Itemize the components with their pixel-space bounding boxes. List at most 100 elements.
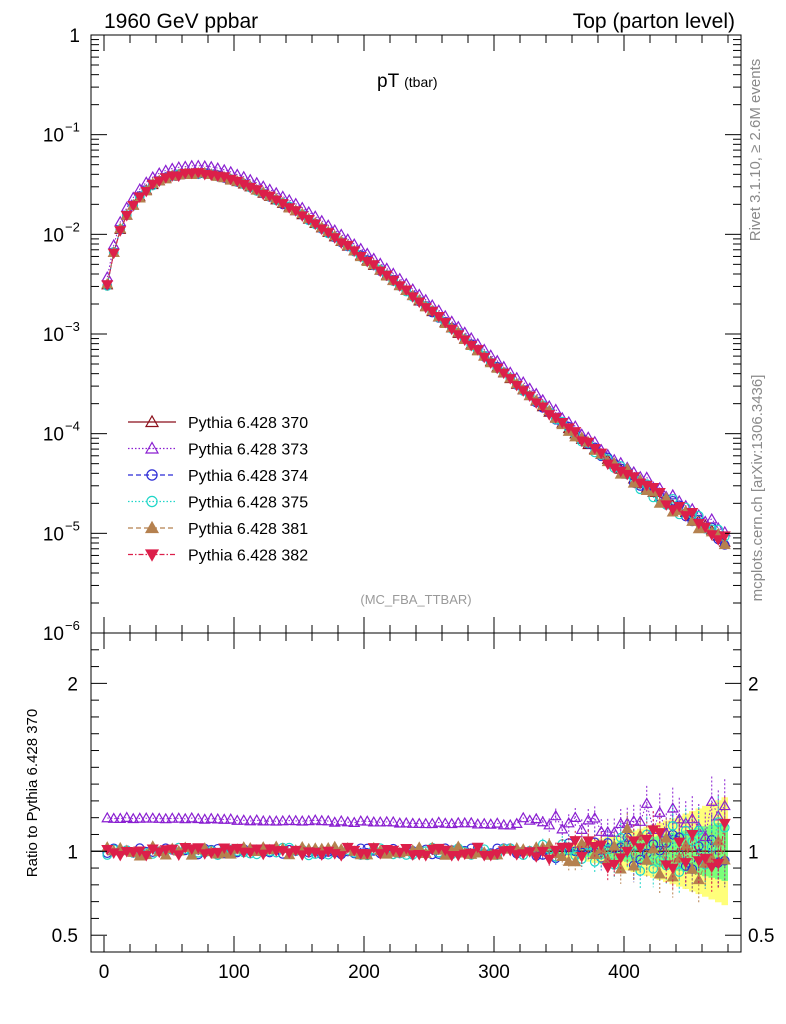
ratio-point — [458, 816, 471, 828]
ratio-point — [575, 851, 588, 863]
ratio-point — [309, 813, 322, 825]
ratio-point — [250, 813, 263, 825]
ratio-point — [244, 814, 257, 826]
data-point — [510, 380, 523, 392]
ratio-point — [296, 850, 309, 861]
ratio-point — [263, 814, 276, 826]
ratio-point — [471, 817, 484, 829]
ratio-ylabel: Ratio to Pythia 6.428 370 — [24, 709, 41, 877]
data-point — [666, 505, 679, 516]
ratio-point — [465, 848, 478, 860]
ratio-point — [465, 816, 478, 828]
ratio-point — [673, 837, 686, 849]
ratio-point — [159, 812, 172, 824]
data-point — [556, 417, 569, 429]
legend-label: Pythia 6.428 382 — [188, 548, 308, 565]
ratio-point — [367, 843, 380, 854]
ratio-point — [296, 815, 309, 826]
ratio-point — [406, 817, 419, 828]
ratio-point — [127, 812, 140, 824]
data-point — [517, 386, 530, 397]
ratio-point — [601, 863, 614, 874]
ratio-point — [712, 859, 725, 870]
x-tick-label: 0 — [99, 962, 110, 983]
series-line — [106, 165, 726, 533]
legend-entry: Pythia 6.428 375 — [128, 495, 308, 512]
ratio-point — [510, 817, 523, 829]
data-point — [432, 312, 445, 323]
data-point — [673, 501, 686, 513]
ratio-point — [146, 812, 159, 823]
ratio-point — [380, 815, 393, 827]
ratio-point — [140, 812, 153, 823]
ratio-point — [218, 813, 231, 824]
y-tick-exponent: −6 — [65, 618, 80, 633]
ratio-point — [530, 812, 543, 824]
data-point — [712, 535, 725, 546]
ratio-line — [107, 799, 726, 839]
ratio-point — [393, 847, 406, 859]
ratio-point — [387, 815, 400, 827]
ratio-series-382 — [101, 796, 731, 892]
ratio-point — [692, 856, 705, 867]
y-tick-label: 10 — [43, 624, 64, 645]
series-line — [106, 172, 726, 546]
ratio-point — [315, 814, 328, 826]
legend-marker — [146, 469, 158, 481]
ratio-point — [127, 847, 140, 858]
ratio-point — [205, 812, 218, 824]
ratio-point — [614, 853, 627, 864]
data-point — [458, 335, 471, 347]
ratio-point — [198, 813, 211, 824]
ratio-point — [640, 797, 653, 808]
data-point — [653, 488, 666, 499]
ratio-point — [478, 817, 491, 829]
ratio-point — [705, 862, 718, 874]
ratio-point — [283, 848, 296, 859]
data-point — [127, 201, 140, 212]
data-point — [380, 270, 393, 282]
ratio-point — [361, 815, 374, 826]
ratio-point — [530, 852, 543, 863]
data-point — [172, 171, 185, 183]
ratio-point — [393, 817, 406, 828]
ratio-axes: 0.5 0.5 1 1 2 2 — [52, 649, 774, 947]
main-axes: 110−110−210−310−410−510−6 — [43, 26, 741, 645]
data-point — [107, 248, 120, 260]
ratio-point — [627, 859, 640, 871]
data-point — [367, 260, 380, 271]
ratio-point — [322, 814, 335, 826]
ratio-point — [601, 825, 614, 837]
ratio-point — [621, 846, 634, 858]
y-tick-exponent: −2 — [65, 219, 80, 234]
main-data-layer — [101, 159, 731, 550]
ratio-y-tick-label-right: 1 — [748, 842, 759, 863]
ratio-point — [517, 849, 530, 860]
ratio-point — [718, 818, 731, 830]
legend-entry: Pythia 6.428 374 — [128, 468, 308, 485]
ratio-point — [556, 850, 569, 861]
ratio-point — [471, 842, 484, 854]
ratio-point — [101, 811, 114, 823]
series-382 — [101, 168, 731, 546]
legend-label: Pythia 6.428 381 — [188, 521, 308, 538]
ratio-point — [283, 814, 296, 825]
series-line — [106, 172, 726, 545]
ratio-point — [192, 812, 205, 824]
data-point — [705, 530, 718, 541]
ratio-point — [497, 818, 510, 830]
ratio-point — [426, 817, 439, 829]
main-panel: 110−110−210−310−410−510−6 1960 GeV ppbar… — [43, 10, 742, 645]
data-point — [718, 538, 731, 550]
ratio-point — [153, 812, 166, 823]
ratio-point — [458, 849, 471, 861]
ratio-point — [270, 815, 283, 826]
ratio-point — [569, 811, 582, 822]
data-point — [387, 275, 400, 287]
data-point — [452, 330, 465, 341]
plot-title: pT (tbar) — [377, 71, 438, 92]
legend-entry: Pythia 6.428 373 — [128, 441, 308, 459]
ratio-point — [562, 816, 575, 828]
ratio-point — [673, 812, 686, 824]
